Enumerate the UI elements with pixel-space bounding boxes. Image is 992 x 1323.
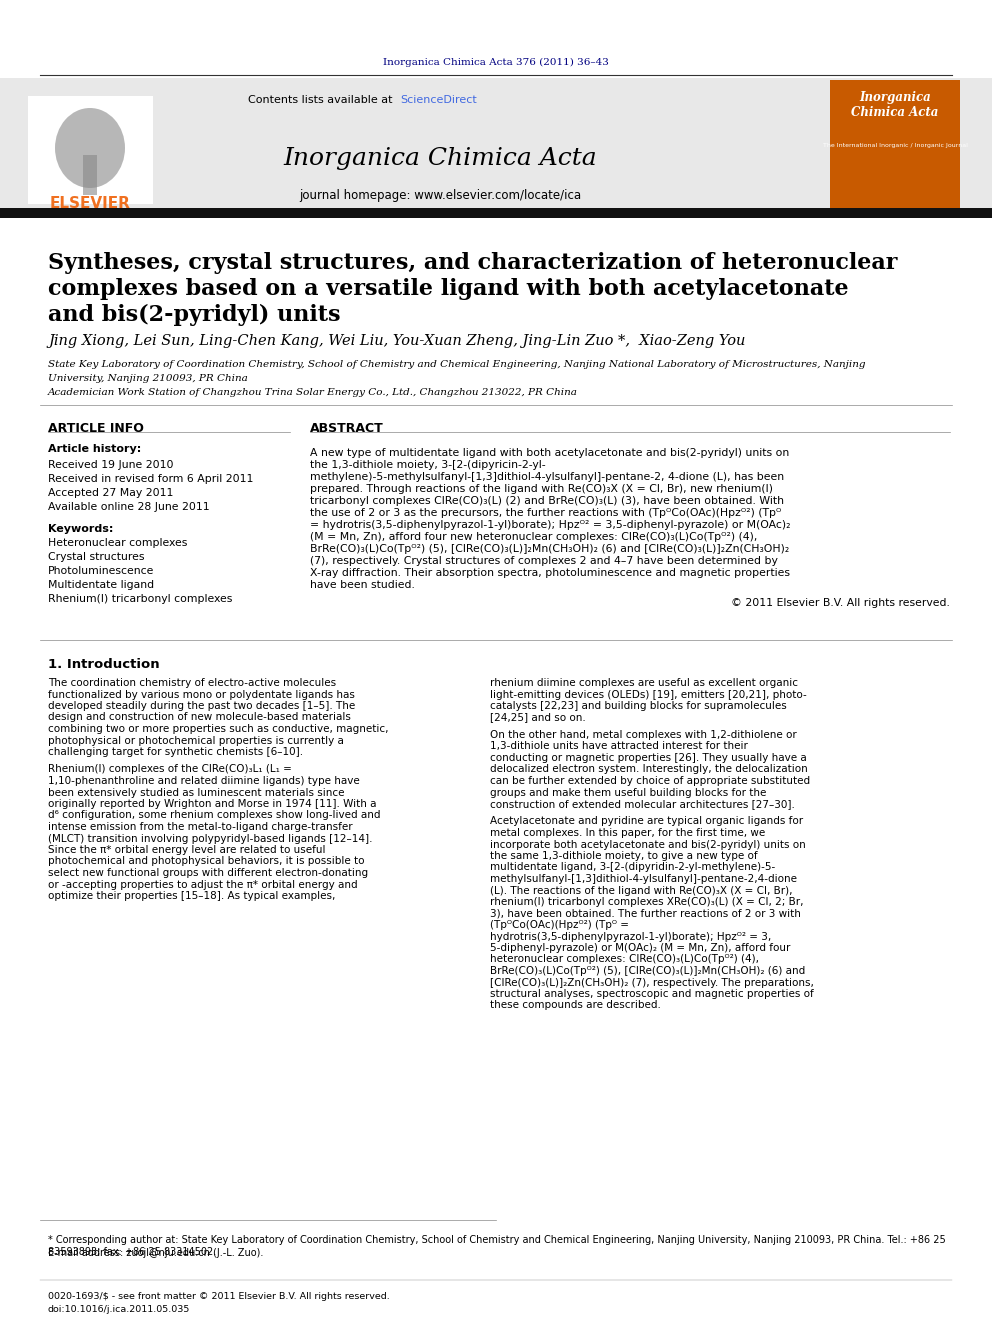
Text: BrRe(CO)₃(L)Co(Tpᴼ²) (5), [ClRe(CO)₃(L)]₂Mn(CH₃OH)₂ (6) and [ClRe(CO)₃(L)]₂Zn(CH: BrRe(CO)₃(L)Co(Tpᴼ²) (5), [ClRe(CO)₃(L)]… — [310, 544, 790, 554]
Text: the 1,3-dithiole moiety, 3-[2-(dipyricin-2-yl-: the 1,3-dithiole moiety, 3-[2-(dipyricin… — [310, 460, 546, 470]
Text: metal complexes. In this paper, for the first time, we: metal complexes. In this paper, for the … — [490, 828, 765, 837]
Text: multidentate ligand, 3-[2-(dipyridin-2-yl-methylene)-5-: multidentate ligand, 3-[2-(dipyridin-2-y… — [490, 863, 776, 872]
Bar — [0, 78, 992, 210]
Text: doi:10.1016/j.ica.2011.05.035: doi:10.1016/j.ica.2011.05.035 — [48, 1304, 190, 1314]
Text: 3), have been obtained. The further reactions of 2 or 3 with: 3), have been obtained. The further reac… — [490, 909, 801, 918]
Text: can be further extended by choice of appropriate substituted: can be further extended by choice of app… — [490, 777, 810, 786]
Text: optimize their properties [15–18]. As typical examples,: optimize their properties [15–18]. As ty… — [48, 890, 335, 901]
Text: Keywords:: Keywords: — [48, 524, 113, 534]
Text: [ClRe(CO)₃(L)]₂Zn(CH₃OH)₂ (7), respectively. The preparations,: [ClRe(CO)₃(L)]₂Zn(CH₃OH)₂ (7), respectiv… — [490, 978, 813, 987]
Text: challenging target for synthetic chemists [6–10].: challenging target for synthetic chemist… — [48, 747, 304, 757]
Ellipse shape — [55, 108, 125, 188]
Text: combining two or more properties such as conductive, magnetic,: combining two or more properties such as… — [48, 724, 389, 734]
Text: groups and make them useful building blocks for the: groups and make them useful building blo… — [490, 787, 767, 798]
Text: methylene)-5-methylsulfanyl-[1,3]dithiol-4-ylsulfanyl]-pentane-2, 4-dione (L), h: methylene)-5-methylsulfanyl-[1,3]dithiol… — [310, 472, 784, 482]
Text: ABSTRACT: ABSTRACT — [310, 422, 384, 435]
Text: (7), respectively. Crystal structures of complexes 2 and 4–7 have been determine: (7), respectively. Crystal structures of… — [310, 556, 778, 566]
Text: heteronuclear complexes: ClRe(CO)₃(L)Co(Tpᴼ²) (4),: heteronuclear complexes: ClRe(CO)₃(L)Co(… — [490, 954, 759, 964]
Text: Accepted 27 May 2011: Accepted 27 May 2011 — [48, 488, 174, 497]
Text: X-ray diffraction. Their absorption spectra, photoluminescence and magnetic prop: X-ray diffraction. Their absorption spec… — [310, 568, 790, 578]
Text: conducting or magnetic properties [26]. They usually have a: conducting or magnetic properties [26]. … — [490, 753, 806, 763]
Text: tricarbonyl complexes ClRe(CO)₃(L) (2) and BrRe(CO)₃(L) (3), have been obtained.: tricarbonyl complexes ClRe(CO)₃(L) (2) a… — [310, 496, 784, 505]
Text: 1,3-dithiole units have attracted interest for their: 1,3-dithiole units have attracted intere… — [490, 741, 748, 751]
Text: structural analyses, spectroscopic and magnetic properties of: structural analyses, spectroscopic and m… — [490, 990, 813, 999]
Text: 5-diphenyl-pyrazole) or M(OAc)₂ (M = Mn, Zn), afford four: 5-diphenyl-pyrazole) or M(OAc)₂ (M = Mn,… — [490, 943, 791, 953]
Bar — [28, 97, 153, 204]
Text: Since the π* orbital energy level are related to useful: Since the π* orbital energy level are re… — [48, 845, 325, 855]
Text: Multidentate ligand: Multidentate ligand — [48, 579, 154, 590]
Text: 1,10-phenanthroline and related diimine ligands) type have: 1,10-phenanthroline and related diimine … — [48, 777, 360, 786]
Text: methylsulfanyl-[1,3]dithiol-4-ylsulfanyl]-pentane-2,4-dione: methylsulfanyl-[1,3]dithiol-4-ylsulfanyl… — [490, 875, 797, 884]
Text: Inorganica Chimica Acta 376 (2011) 36–43: Inorganica Chimica Acta 376 (2011) 36–43 — [383, 57, 609, 66]
Text: prepared. Through reactions of the ligand with Re(CO)₃X (X = Cl, Br), new rheniu: prepared. Through reactions of the ligan… — [310, 484, 773, 493]
Text: Inorganica
Chimica Acta: Inorganica Chimica Acta — [851, 91, 938, 119]
Text: Acetylacetonate and pyridine are typical organic ligands for: Acetylacetonate and pyridine are typical… — [490, 816, 804, 827]
Text: Received in revised form 6 April 2011: Received in revised form 6 April 2011 — [48, 474, 253, 484]
Text: ARTICLE INFO: ARTICLE INFO — [48, 422, 144, 435]
Text: these compounds are described.: these compounds are described. — [490, 1000, 661, 1011]
Text: catalysts [22,23] and building blocks for supramolecules: catalysts [22,23] and building blocks fo… — [490, 701, 787, 710]
Text: design and construction of new molecule-based materials: design and construction of new molecule-… — [48, 713, 351, 722]
Text: Crystal structures: Crystal structures — [48, 552, 145, 562]
Text: d⁶ configuration, some rhenium complexes show long-lived and: d⁶ configuration, some rhenium complexes… — [48, 811, 381, 820]
Text: Received 19 June 2010: Received 19 June 2010 — [48, 460, 174, 470]
Text: Jing Xiong, Lei Sun, Ling-Chen Kang, Wei Liu, You-Xuan Zheng, Jing-Lin Zuo *,  X: Jing Xiong, Lei Sun, Ling-Chen Kang, Wei… — [48, 333, 745, 348]
Text: Syntheses, crystal structures, and characterization of heteronuclear: Syntheses, crystal structures, and chara… — [48, 251, 898, 274]
Text: Rhenium(I) tricarbonyl complexes: Rhenium(I) tricarbonyl complexes — [48, 594, 232, 605]
Text: rhenium(I) tricarbonyl complexes XRe(CO)₃(L) (X = Cl, 2; Br,: rhenium(I) tricarbonyl complexes XRe(CO)… — [490, 897, 804, 908]
Text: Available online 28 June 2011: Available online 28 June 2011 — [48, 501, 209, 512]
Text: functionalized by various mono or polydentate ligands has: functionalized by various mono or polyde… — [48, 689, 355, 700]
Text: construction of extended molecular architectures [27–30].: construction of extended molecular archi… — [490, 799, 795, 808]
Text: © 2011 Elsevier B.V. All rights reserved.: © 2011 Elsevier B.V. All rights reserved… — [731, 598, 950, 609]
Text: The coordination chemistry of electro-active molecules: The coordination chemistry of electro-ac… — [48, 677, 336, 688]
Text: (TpᴼCo(OAc)(Hpzᴼ²) (Tpᴼ =: (TpᴼCo(OAc)(Hpzᴼ²) (Tpᴼ = — [490, 919, 629, 930]
Text: E-mail address: zuojl@nju.edu.cn (J.-L. Zuo).: E-mail address: zuojl@nju.edu.cn (J.-L. … — [48, 1248, 263, 1258]
Text: ScienceDirect: ScienceDirect — [400, 95, 477, 105]
Text: photochemical and photophysical behaviors, it is possible to: photochemical and photophysical behavior… — [48, 856, 364, 867]
Text: [24,25] and so on.: [24,25] and so on. — [490, 713, 585, 722]
Text: Academician Work Station of Changzhou Trina Solar Energy Co., Ltd., Changzhou 21: Academician Work Station of Changzhou Tr… — [48, 388, 578, 397]
Bar — [0, 208, 992, 218]
Text: hydrotris(3,5-diphenylpyrazol-1-yl)borate); Hpzᴼ² = 3,: hydrotris(3,5-diphenylpyrazol-1-yl)borat… — [490, 931, 771, 942]
Text: select new functional groups with different electron-donating: select new functional groups with differ… — [48, 868, 368, 878]
Text: developed steadily during the past two decades [1–5]. The: developed steadily during the past two d… — [48, 701, 355, 710]
Text: Heteronuclear complexes: Heteronuclear complexes — [48, 538, 187, 548]
Bar — [83, 155, 97, 194]
Text: light-emitting devices (OLEDs) [19], emitters [20,21], photo-: light-emitting devices (OLEDs) [19], emi… — [490, 689, 806, 700]
Text: (MLCT) transition involving polypyridyl-based ligands [12–14].: (MLCT) transition involving polypyridyl-… — [48, 833, 373, 844]
Text: * Corresponding author at: State Key Laboratory of Coordination Chemistry, Schoo: * Corresponding author at: State Key Lab… — [48, 1234, 945, 1257]
Text: The International Inorganic / Inorganic Journal: The International Inorganic / Inorganic … — [822, 143, 967, 147]
Text: BrRe(CO)₃(L)Co(Tpᴼ²) (5), [ClRe(CO)₃(L)]₂Mn(CH₃OH)₂ (6) and: BrRe(CO)₃(L)Co(Tpᴼ²) (5), [ClRe(CO)₃(L)]… — [490, 966, 806, 976]
Text: Contents lists available at: Contents lists available at — [248, 95, 396, 105]
Text: incorporate both acetylacetonate and bis(2-pyridyl) units on: incorporate both acetylacetonate and bis… — [490, 840, 806, 849]
Text: originally reported by Wrighton and Morse in 1974 [11]. With a: originally reported by Wrighton and Mors… — [48, 799, 377, 808]
Text: and bis(2-pyridyl) units: and bis(2-pyridyl) units — [48, 304, 340, 325]
Text: State Key Laboratory of Coordination Chemistry, School of Chemistry and Chemical: State Key Laboratory of Coordination Che… — [48, 360, 865, 369]
Text: the use of 2 or 3 as the precursors, the further reactions with (TpᴼCo(OAc)(Hpzᴼ: the use of 2 or 3 as the precursors, the… — [310, 508, 782, 519]
Text: have been studied.: have been studied. — [310, 579, 415, 590]
Text: (L). The reactions of the ligand with Re(CO)₃X (X = Cl, Br),: (L). The reactions of the ligand with Re… — [490, 885, 793, 896]
Text: On the other hand, metal complexes with 1,2-dithiolene or: On the other hand, metal complexes with … — [490, 730, 797, 740]
Text: Article history:: Article history: — [48, 445, 141, 454]
Text: photophysical or photochemical properties is currently a: photophysical or photochemical propertie… — [48, 736, 344, 745]
Text: or -accepting properties to adjust the π* orbital energy and: or -accepting properties to adjust the π… — [48, 880, 358, 889]
Text: ELSEVIER: ELSEVIER — [50, 196, 130, 210]
Text: 1. Introduction: 1. Introduction — [48, 658, 160, 671]
Text: complexes based on a versatile ligand with both acetylacetonate: complexes based on a versatile ligand wi… — [48, 278, 848, 300]
Text: (M = Mn, Zn), afford four new heteronuclear complexes: ClRe(CO)₃(L)Co(Tpᴼ²) (4),: (M = Mn, Zn), afford four new heteronucl… — [310, 532, 757, 542]
Text: delocalized electron system. Interestingly, the delocalization: delocalized electron system. Interesting… — [490, 765, 807, 774]
Text: University, Nanjing 210093, PR China: University, Nanjing 210093, PR China — [48, 374, 248, 382]
Text: the same 1,3-dithiole moiety, to give a new type of: the same 1,3-dithiole moiety, to give a … — [490, 851, 758, 861]
Text: Inorganica Chimica Acta: Inorganica Chimica Acta — [283, 147, 597, 169]
Bar — [830, 79, 960, 208]
Text: journal homepage: www.elsevier.com/locate/ica: journal homepage: www.elsevier.com/locat… — [299, 189, 581, 202]
Text: A new type of multidentate ligand with both acetylacetonate and bis(2-pyridyl) u: A new type of multidentate ligand with b… — [310, 448, 790, 458]
Text: 0020-1693/$ - see front matter © 2011 Elsevier B.V. All rights reserved.: 0020-1693/$ - see front matter © 2011 El… — [48, 1293, 390, 1301]
Text: rhenium diimine complexes are useful as excellent organic: rhenium diimine complexes are useful as … — [490, 677, 798, 688]
Text: intense emission from the metal-to-ligand charge-transfer: intense emission from the metal-to-ligan… — [48, 822, 352, 832]
Text: Rhenium(I) complexes of the ClRe(CO)₃L₁ (L₁ =: Rhenium(I) complexes of the ClRe(CO)₃L₁ … — [48, 765, 292, 774]
Text: = hydrotris(3,5-diphenylpyrazol-1-yl)borate); Hpzᴼ² = 3,5-diphenyl-pyrazole) or : = hydrotris(3,5-diphenylpyrazol-1-yl)bor… — [310, 520, 791, 531]
Text: been extensively studied as luminescent materials since: been extensively studied as luminescent … — [48, 787, 344, 798]
Text: Photoluminescence: Photoluminescence — [48, 566, 155, 576]
